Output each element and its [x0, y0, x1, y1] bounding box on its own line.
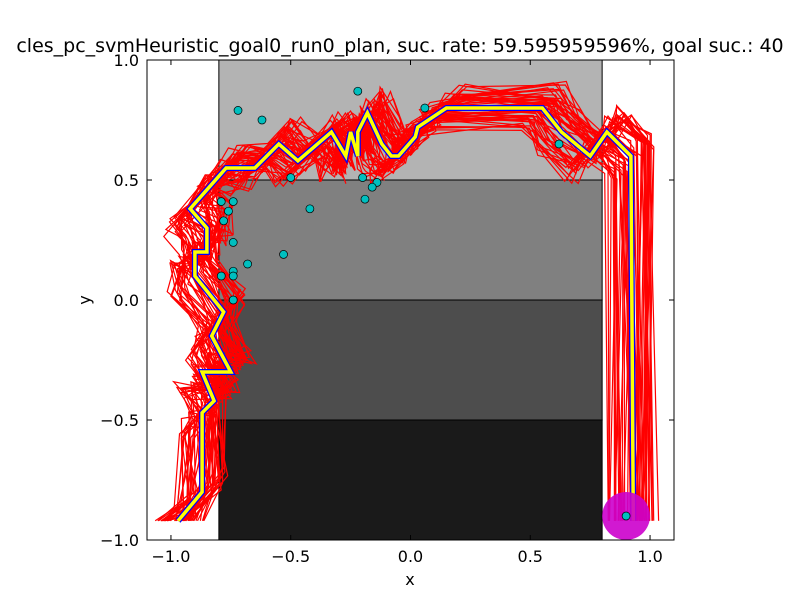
sample-marker: [367, 182, 377, 192]
y-tick-label: 0.0: [114, 291, 139, 310]
sample-marker: [228, 271, 238, 281]
sample-markers: [216, 86, 631, 521]
y-tick-label: −0.5: [100, 411, 139, 430]
sample-marker: [554, 139, 564, 149]
x-tick-label: 1.0: [637, 547, 662, 566]
sample-marker: [353, 86, 363, 96]
chart-title: cles_pc_svmHeuristic_goal0_run0_plan, su…: [16, 35, 783, 57]
noisy-path-line: [199, 84, 643, 521]
y-tick-label: 0.5: [114, 171, 139, 190]
x-tick-label: 0.0: [398, 547, 423, 566]
noisy-path-line: [177, 95, 650, 522]
y-tick-label: −1.0: [100, 531, 139, 550]
sample-marker: [219, 216, 229, 226]
y-axis-ticks: −1.0 −0.5 0.0 0.5 1.0: [100, 51, 674, 550]
sample-marker: [224, 206, 233, 216]
sample-marker: [228, 197, 238, 206]
sample-marker: [621, 511, 631, 521]
x-tick-label: −1.0: [152, 547, 191, 566]
noisy-path-line: [173, 108, 637, 522]
sample-marker: [228, 295, 238, 305]
background-band: [218, 179, 603, 301]
noisy-path-line: [182, 94, 646, 522]
sample-marker: [216, 197, 226, 206]
sample-marker: [286, 173, 296, 182]
x-axis-label: x: [405, 570, 414, 589]
noisy-path-line: [181, 87, 653, 522]
sample-marker: [257, 115, 267, 125]
sample-marker: [216, 271, 226, 281]
sample-marker: [360, 194, 370, 204]
sample-marker: [420, 103, 430, 113]
background-band: [218, 419, 603, 540]
x-tick-label: 0.5: [518, 547, 543, 566]
x-axis-ticks: −1.0 −0.5 0.0 0.5 1.0: [152, 60, 663, 566]
sample-marker: [358, 173, 367, 182]
y-axis-label: y: [75, 295, 94, 304]
plan-path-line: [176, 106, 636, 522]
sample-marker: [305, 204, 315, 214]
noisy-path-line: [196, 80, 650, 522]
sample-marker: [233, 106, 243, 115]
y-tick-label: 1.0: [114, 51, 139, 70]
sample-marker: [228, 238, 238, 247]
background-band: [218, 60, 603, 181]
sample-marker: [279, 250, 288, 259]
plan-path: [175, 105, 637, 523]
background-band: [218, 299, 603, 421]
background-bands: [218, 60, 603, 540]
noisy-path-line: [192, 83, 655, 522]
x-tick-label: −0.5: [271, 547, 310, 566]
sample-marker: [243, 259, 252, 269]
